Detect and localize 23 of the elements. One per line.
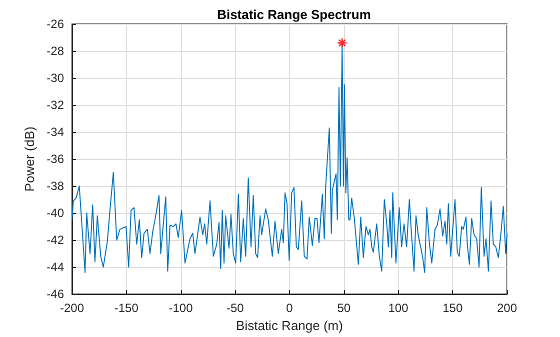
y-tick-label: -42: [46, 233, 64, 248]
x-tick-label: -100: [168, 301, 194, 316]
y-tick-label: -34: [46, 125, 64, 140]
y-tick-label: -36: [46, 152, 64, 166]
x-axis-title: Bistatic Range (m): [236, 318, 343, 333]
y-tick-label: -26: [46, 17, 64, 31]
x-tick-label: -200: [60, 301, 84, 316]
y-tick-label: -38: [46, 179, 64, 194]
y-tick-label: -28: [46, 44, 64, 58]
x-tick-label: -50: [226, 301, 244, 316]
y-tick-label: -30: [46, 71, 64, 86]
x-tick-label: 200: [496, 301, 518, 316]
x-tick-label: -150: [114, 301, 139, 316]
x-tick-label: 100: [388, 301, 409, 316]
y-tick-label: -46: [46, 287, 64, 302]
y-axis-title: Power (dB): [22, 126, 37, 192]
x-tick-label: 150: [442, 301, 463, 316]
x-tick-label: 0: [286, 301, 294, 316]
y-tick-label: -32: [46, 98, 64, 112]
chart-title: Bistatic Range Spectrum: [217, 7, 371, 22]
x-tick-label: 50: [337, 301, 351, 316]
y-tick-label: -40: [46, 206, 64, 220]
y-tick-label: -44: [46, 260, 64, 274]
